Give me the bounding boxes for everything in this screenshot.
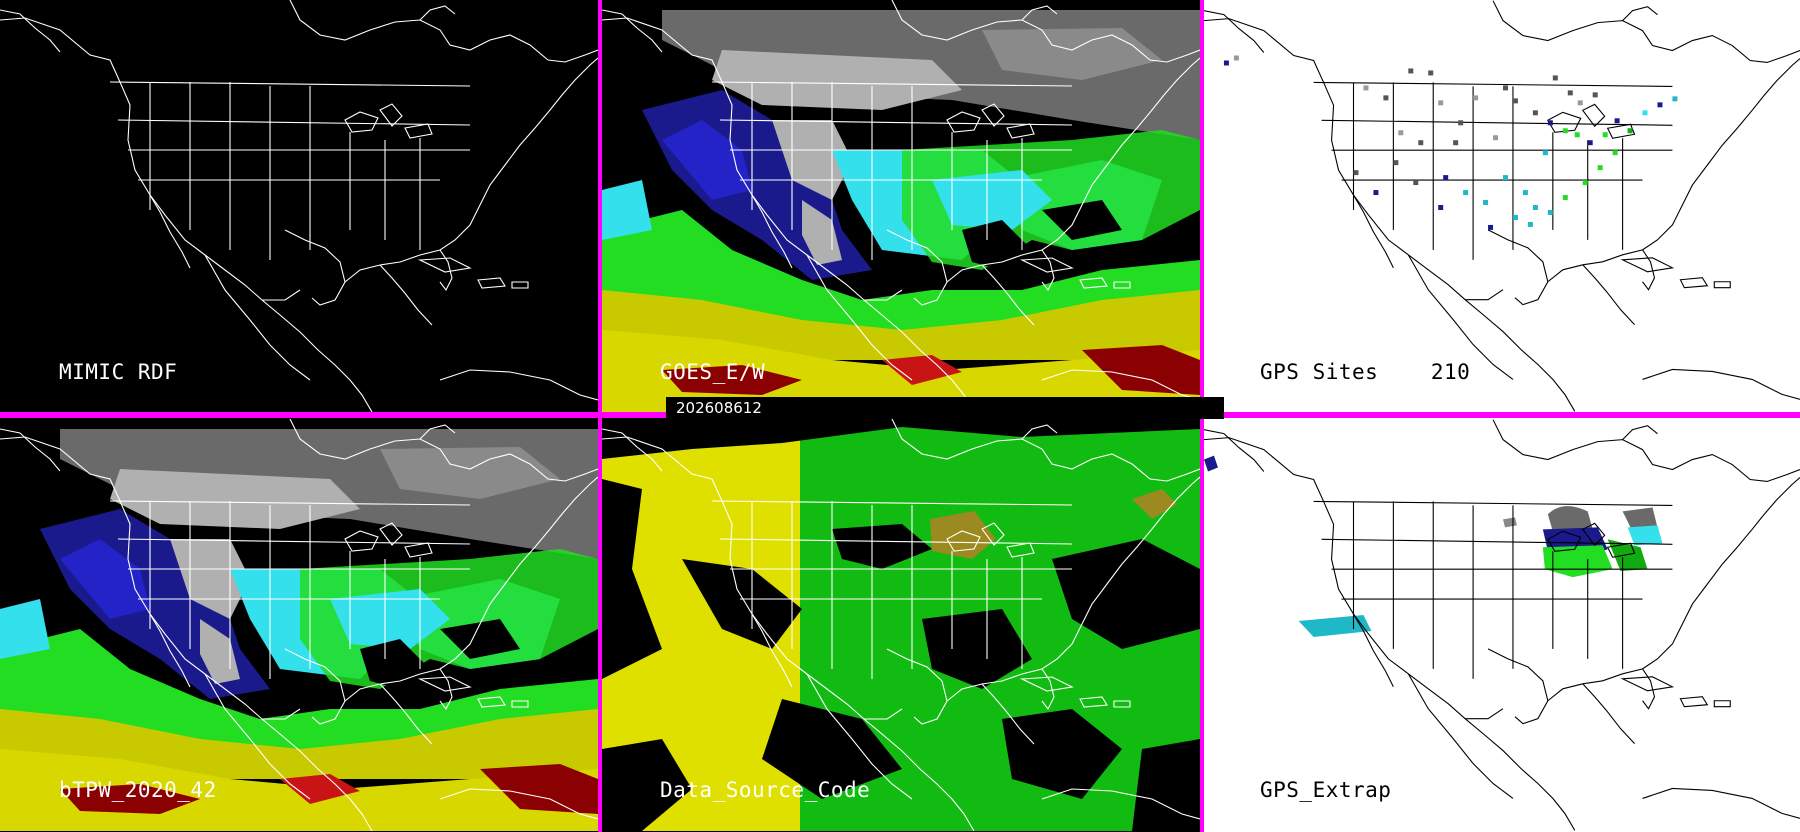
gps-site-marker — [1223, 60, 1229, 66]
panel-label-mimic-rdf: MIMIC RDF — [59, 360, 178, 384]
gps-site-marker — [1577, 100, 1583, 106]
gps-site-marker — [1458, 120, 1464, 126]
panel-data-source-code: Data_Source_Code — [602, 418, 1200, 832]
gps-sites-map — [1204, 0, 1800, 412]
panel-label-btpw: bTPW_2020_42 — [59, 778, 217, 802]
gps-site-marker — [1512, 98, 1518, 104]
gps-site-marker — [1428, 70, 1434, 76]
gps-site-marker — [1567, 90, 1573, 96]
gps-site-marker — [1483, 200, 1489, 206]
panel-gps-sites: GPS Sites 210 — [1204, 0, 1800, 412]
gps-site-marker — [1502, 85, 1508, 91]
gps-site-marker — [1562, 195, 1568, 201]
goes-ew-map — [602, 0, 1200, 412]
timestamp-bar: 202608612 — [666, 397, 1224, 419]
gps-site-marker — [1233, 55, 1239, 61]
gps-site-marker — [1602, 132, 1608, 138]
gps-site-marker — [1587, 140, 1593, 146]
gps-site-marker — [1592, 92, 1598, 98]
gps-site-marker — [1493, 135, 1499, 141]
gps-site-marker — [1672, 96, 1678, 102]
gps-site-marker — [1443, 175, 1449, 181]
panel-label-goes-ew: GOES_E/W — [660, 360, 766, 384]
gps-site-marker — [1512, 214, 1518, 220]
gps-site-marker — [1438, 205, 1444, 210]
gps-site-marker — [1532, 110, 1538, 116]
gps-site-markers — [1223, 55, 1678, 230]
gps-site-marker — [1547, 209, 1553, 215]
gps-site-marker — [1627, 128, 1633, 134]
mimic-rdf-map — [0, 0, 598, 412]
gps-site-marker — [1612, 150, 1618, 156]
panel-mimic-rdf: MIMIC RDF — [0, 0, 598, 412]
gps-site-marker — [1614, 118, 1620, 124]
panel-label-data-source-code: Data_Source_Code — [660, 778, 871, 802]
gps-site-marker — [1413, 180, 1419, 186]
gps-site-marker — [1562, 128, 1568, 134]
gps-site-marker — [1582, 180, 1588, 186]
gps-site-marker — [1383, 95, 1389, 101]
btpw-map — [0, 418, 598, 832]
gps-site-marker — [1373, 190, 1379, 196]
gps-site-marker — [1552, 75, 1558, 81]
panel-goes-ew: GOES_E/W — [602, 0, 1200, 412]
gps-site-marker — [1642, 110, 1648, 116]
gps-site-marker — [1574, 132, 1580, 138]
gps-site-marker — [1418, 140, 1424, 146]
gps-site-marker — [1393, 160, 1399, 166]
panel-label-gps-sites: GPS Sites 210 — [1260, 360, 1471, 384]
gps-site-marker — [1532, 205, 1538, 210]
panel-gps-extrap: GPS_Extrap — [1204, 418, 1800, 832]
gps-site-marker — [1463, 190, 1469, 196]
data-source-code-map — [602, 418, 1200, 832]
gps-site-marker — [1453, 140, 1459, 146]
gps-site-marker — [1353, 170, 1359, 176]
gps-site-marker — [1547, 120, 1553, 126]
gps-site-marker — [1597, 165, 1603, 171]
gps-site-marker — [1473, 95, 1479, 101]
gps-site-marker — [1527, 221, 1533, 227]
gps-site-marker — [1542, 150, 1548, 156]
gps-site-marker — [1438, 100, 1444, 106]
gps-site-marker — [1398, 130, 1404, 136]
panel-label-gps-extrap: GPS_Extrap — [1260, 778, 1392, 802]
gps-site-marker — [1488, 224, 1494, 230]
gps-extrap-map — [1204, 419, 1800, 831]
gps-site-marker — [1522, 190, 1528, 196]
gps-site-marker — [1657, 102, 1663, 108]
gps-site-marker — [1408, 68, 1414, 74]
gps-site-marker — [1363, 85, 1369, 91]
panel-btpw: bTPW_2020_42 — [0, 418, 598, 832]
gps-site-marker — [1502, 175, 1508, 181]
